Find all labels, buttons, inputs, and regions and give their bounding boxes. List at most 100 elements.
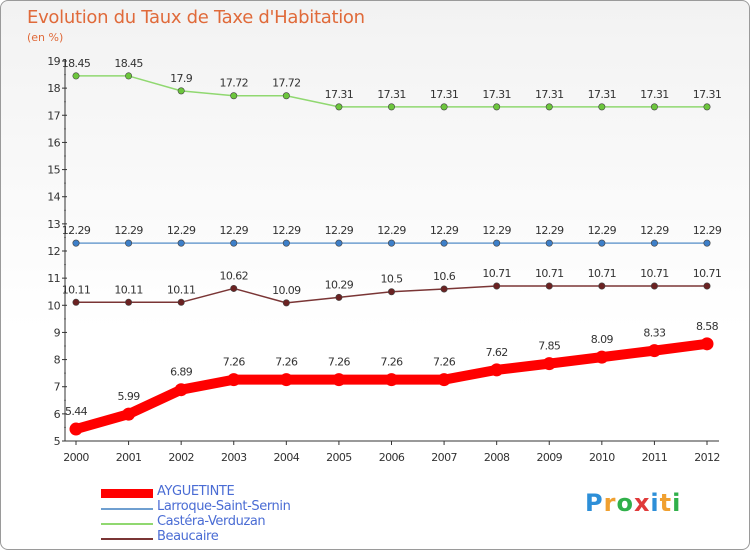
legend-label: Larroque-Saint-Sernin bbox=[157, 499, 291, 514]
data-label: 5.44 bbox=[65, 405, 88, 418]
data-point bbox=[72, 298, 80, 306]
data-label: 12.29 bbox=[272, 224, 301, 237]
logo-letter: x bbox=[633, 489, 651, 517]
data-point bbox=[387, 239, 395, 247]
data-point bbox=[282, 299, 290, 307]
data-label: 10.11 bbox=[114, 283, 143, 296]
legend-swatch bbox=[101, 508, 153, 510]
data-point bbox=[385, 373, 398, 387]
data-label: 7.26 bbox=[328, 356, 351, 369]
logo-letter: P bbox=[585, 489, 604, 517]
data-point bbox=[650, 282, 658, 290]
legend-swatch bbox=[101, 538, 153, 540]
y-tick-label: 6 bbox=[54, 408, 61, 421]
data-point bbox=[125, 239, 133, 247]
data-label: 12.29 bbox=[535, 224, 564, 237]
y-tick-label: 5 bbox=[54, 435, 61, 448]
x-tick-label: 2007 bbox=[431, 451, 457, 464]
y-tick-label: 13 bbox=[47, 218, 60, 231]
x-tick-label: 2002 bbox=[168, 451, 194, 464]
data-point bbox=[177, 298, 185, 306]
data-point bbox=[703, 239, 711, 247]
data-label: 18.45 bbox=[114, 57, 143, 70]
data-point bbox=[703, 103, 711, 111]
data-label: 17.31 bbox=[325, 88, 354, 101]
data-label: 12.29 bbox=[430, 224, 459, 237]
data-label: 17.31 bbox=[430, 88, 459, 101]
y-tick-label: 15 bbox=[47, 164, 60, 177]
data-label: 18.45 bbox=[62, 57, 91, 70]
data-point bbox=[700, 337, 714, 351]
data-label: 10.71 bbox=[693, 267, 722, 280]
data-label: 17.72 bbox=[220, 77, 249, 90]
data-point bbox=[69, 422, 83, 436]
x-tick-label: 2006 bbox=[379, 451, 405, 464]
data-point bbox=[174, 383, 188, 397]
data-label: 8.09 bbox=[591, 333, 614, 346]
data-point bbox=[177, 87, 185, 95]
data-point bbox=[493, 282, 501, 290]
data-point bbox=[598, 103, 606, 111]
legend-label: Beaucaire bbox=[157, 529, 219, 544]
data-point bbox=[282, 92, 290, 100]
chart-subtitle: (en %) bbox=[27, 31, 64, 44]
data-label: 7.62 bbox=[486, 346, 508, 359]
data-label: 10.71 bbox=[482, 267, 511, 280]
y-tick-label: 9 bbox=[54, 326, 61, 339]
y-tick-label: 10 bbox=[47, 299, 60, 312]
data-point bbox=[122, 407, 136, 421]
data-label: 17.9 bbox=[170, 72, 193, 85]
data-point bbox=[230, 92, 238, 100]
y-tick-label: 18 bbox=[47, 82, 60, 95]
data-label: 10.29 bbox=[325, 278, 354, 291]
data-label: 12.29 bbox=[325, 224, 354, 237]
data-point bbox=[542, 357, 556, 371]
data-label: 7.85 bbox=[538, 340, 561, 353]
data-point bbox=[72, 72, 80, 80]
data-label: 10.62 bbox=[220, 269, 249, 282]
x-tick-label: 2004 bbox=[274, 451, 300, 464]
legend-item: AYGUETINTE bbox=[101, 484, 361, 502]
data-label: 12.29 bbox=[588, 224, 617, 237]
data-point bbox=[545, 103, 553, 111]
y-tick-label: 14 bbox=[47, 191, 60, 204]
data-label: 10.6 bbox=[433, 270, 456, 283]
data-point bbox=[230, 284, 238, 292]
logo-letter: i bbox=[672, 489, 682, 517]
data-label: 10.71 bbox=[535, 267, 564, 280]
data-point bbox=[440, 285, 448, 293]
data-label: 10.71 bbox=[640, 267, 669, 280]
x-tick-label: 2000 bbox=[63, 451, 89, 464]
data-label: 12.29 bbox=[114, 224, 143, 237]
x-tick-label: 2005 bbox=[326, 451, 352, 464]
data-label: 12.29 bbox=[377, 224, 406, 237]
data-label: 17.31 bbox=[640, 88, 669, 101]
data-point bbox=[227, 373, 241, 387]
data-label: 10.11 bbox=[167, 283, 196, 296]
data-point bbox=[545, 282, 553, 290]
data-label: 17.31 bbox=[482, 88, 511, 101]
legend-swatch bbox=[101, 523, 153, 525]
data-point bbox=[332, 373, 346, 387]
data-label: 12.29 bbox=[482, 224, 511, 237]
data-point bbox=[177, 239, 185, 247]
y-tick-label: 16 bbox=[47, 136, 60, 149]
data-label: 7.26 bbox=[433, 356, 456, 369]
data-point bbox=[387, 288, 395, 296]
data-point bbox=[595, 350, 609, 364]
data-point bbox=[545, 239, 553, 247]
data-label: 10.09 bbox=[272, 284, 301, 297]
data-point bbox=[493, 103, 501, 111]
y-tick-label: 7 bbox=[54, 381, 61, 394]
legend-label: Castéra-Verduzan bbox=[157, 514, 266, 529]
x-tick-label: 2010 bbox=[589, 451, 615, 464]
legend-swatch bbox=[101, 489, 153, 498]
legend-item: Castéra-Verduzan bbox=[101, 514, 361, 532]
data-label: 7.26 bbox=[275, 356, 298, 369]
data-label: 10.11 bbox=[62, 283, 91, 296]
x-tick-label: 2011 bbox=[642, 451, 668, 464]
data-point bbox=[703, 282, 711, 290]
y-tick-label: 8 bbox=[54, 354, 61, 367]
data-point bbox=[440, 239, 448, 247]
